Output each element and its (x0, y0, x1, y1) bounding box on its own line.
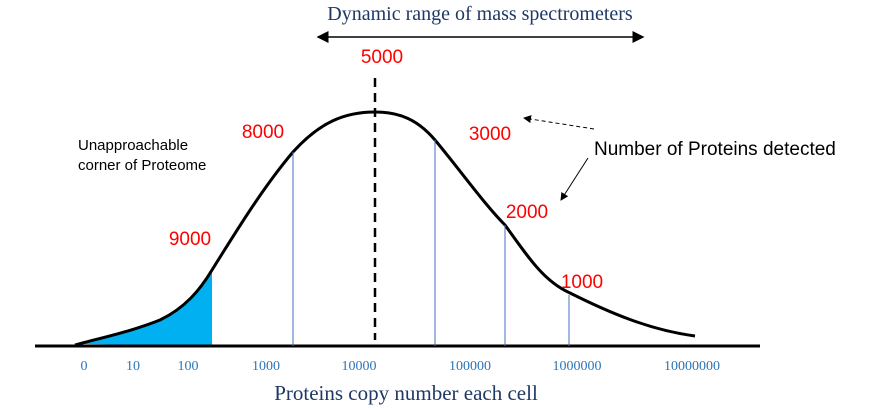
title: Dynamic range of mass spectrometers (327, 3, 633, 25)
x-tick-label: 100 (178, 359, 199, 374)
peak-label: 5000 (361, 47, 403, 68)
x-tick-label: 100000 (449, 359, 491, 374)
annotation-arrow-down (560, 157, 589, 201)
x-tick-label: 0 (81, 359, 88, 374)
annotation-left-line2: corner of Proteome (78, 157, 206, 174)
point-label: 2000 (506, 202, 548, 223)
annotation-right: Number of Proteins detected (594, 139, 836, 160)
point-label: 1000 (561, 272, 603, 293)
point-label: 9000 (169, 229, 211, 250)
x-tick-label: 1000000 (553, 359, 602, 374)
point-label: 8000 (242, 122, 284, 143)
x-tick-label: 10000000 (664, 359, 720, 374)
x-tick-label: 10 (126, 359, 140, 374)
point-label: 3000 (469, 124, 511, 145)
unapproachable-shaded-region (80, 270, 212, 346)
annotation-arrow-up (523, 115, 595, 130)
x-tick-label: 10000 (342, 359, 377, 374)
x-axis-label: Proteins copy number each cell (274, 381, 538, 405)
annotation-left-line1: Unapproachable (78, 137, 188, 154)
x-tick-label: 1000 (252, 359, 280, 374)
